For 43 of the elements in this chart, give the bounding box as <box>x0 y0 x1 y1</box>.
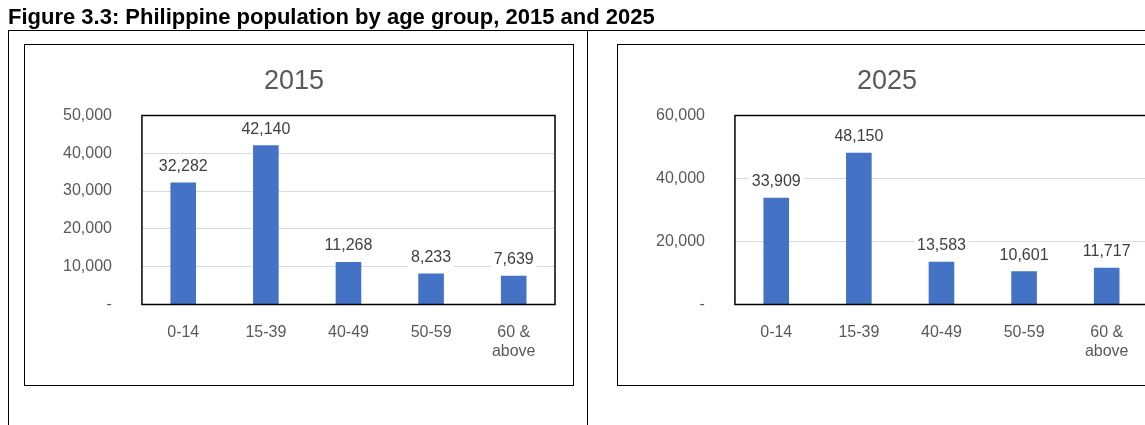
y-tick-label: 50,000 <box>63 105 113 123</box>
chart-title: 2025 <box>856 64 918 95</box>
data-label: 48,150 <box>834 127 884 145</box>
bar <box>170 182 197 305</box>
bar <box>500 275 527 305</box>
data-label: 32,282 <box>158 156 208 174</box>
data-label: 10,601 <box>999 245 1049 263</box>
x-tick-label: 40-49 <box>328 322 370 340</box>
data-label: 33,909 <box>751 172 801 190</box>
y-tick-label: 10,000 <box>63 257 113 275</box>
x-tick-label: 40-49 <box>921 322 963 340</box>
bar <box>253 145 279 305</box>
y-tick-label: 40,000 <box>63 143 113 161</box>
x-tick-label: 50-59 <box>410 322 452 340</box>
y-tick-label: 30,000 <box>63 181 113 199</box>
x-tick-label: 0-14 <box>760 322 793 340</box>
y-tick-label: 40,000 <box>656 168 706 186</box>
y-tick-label: 60,000 <box>656 105 706 123</box>
data-label: 42,140 <box>241 119 291 137</box>
bar <box>763 197 790 305</box>
data-label: 11,717 <box>1082 242 1131 260</box>
x-tick-label: 60 & above <box>1084 322 1129 359</box>
bar <box>418 273 444 305</box>
x-tick-label: 50-59 <box>1003 322 1045 340</box>
x-tick-label: 15-39 <box>245 322 287 340</box>
bar <box>1093 267 1120 305</box>
caption: Figure 3.3: Philippine population by age group, 2015 and 2025 <box>8 4 656 30</box>
bar <box>1011 271 1037 305</box>
y-tick-label: 20,000 <box>63 219 113 237</box>
x-tick-label: 15-39 <box>838 322 880 340</box>
x-tick-label: 0-14 <box>167 322 200 340</box>
bar <box>928 261 955 305</box>
data-label: 11,268 <box>324 236 373 254</box>
chart-title: 2015 <box>263 64 325 95</box>
x-tick-label: 60 & above <box>491 322 536 359</box>
data-label: 7,639 <box>493 250 534 268</box>
data-label: 8,233 <box>411 247 452 265</box>
bar <box>846 152 872 305</box>
y-tick-label: - <box>106 295 112 313</box>
y-tick-label: - <box>699 295 705 313</box>
bar <box>335 261 362 305</box>
y-tick-label: 20,000 <box>656 231 706 249</box>
data-label: 13,583 <box>917 236 967 254</box>
